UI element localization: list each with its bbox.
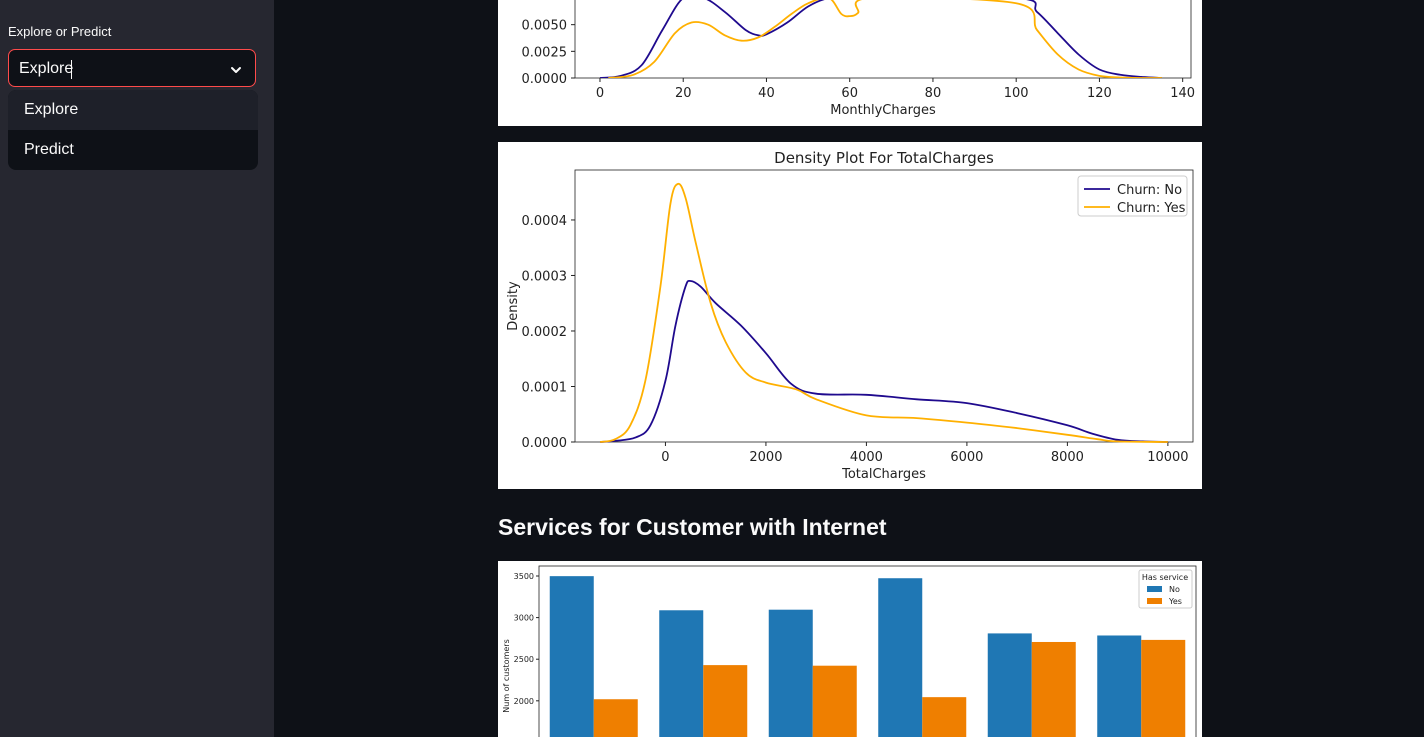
bar-yes xyxy=(1031,641,1076,737)
x-tick-label: 40 xyxy=(758,86,775,101)
y-axis-label: Density xyxy=(506,281,521,331)
totalcharges-chart-svg: Density Plot For TotalCharges 0.0000 0.000… xyxy=(506,149,1194,482)
legend-title: Has service xyxy=(1142,573,1188,582)
plot-frame xyxy=(574,169,1194,443)
sidebar: Explore or Predict Explore Explore Predi… xyxy=(0,0,274,737)
x-tick-label: 2000 xyxy=(749,450,782,465)
x-tick-label: 20 xyxy=(675,86,692,101)
monthlycharges-density-plot: 0.0000 0.0025 0.0050 0 20 40 60 80 100 120 140 Mont… xyxy=(498,0,1202,126)
y-tick-label: 0.0002 xyxy=(522,325,568,340)
chart-title: Density Plot For TotalCharges xyxy=(774,149,994,167)
monthlycharges-chart-svg: 0.0000 0.0025 0.0050 0 20 40 60 80 100 120 140 Mont… xyxy=(522,0,1195,118)
x-tick-label: 60 xyxy=(841,86,858,101)
legend-label: Churn: No xyxy=(1117,183,1182,198)
legend-label: Yes xyxy=(1168,597,1182,606)
mode-select-input[interactable]: Explore xyxy=(19,60,74,77)
bar-yes xyxy=(1141,639,1186,737)
legend-label: Churn: Yes xyxy=(1117,201,1186,216)
legend-label: No xyxy=(1169,585,1180,594)
bar-no xyxy=(1097,635,1142,737)
y-tick-label: 0.0025 xyxy=(522,45,568,60)
chevron-down-icon[interactable] xyxy=(229,62,243,81)
y-tick-label: 0.0003 xyxy=(522,269,568,284)
plot-frame xyxy=(538,565,1197,737)
plot-frame xyxy=(574,0,1192,79)
series-churn-yes-line xyxy=(608,0,1162,78)
series-churn-no-line xyxy=(599,0,1162,78)
x-tick-label: 10000 xyxy=(1147,450,1188,465)
text-cursor xyxy=(71,60,72,79)
section-heading: Services for Customer with Internet xyxy=(498,514,887,540)
totalcharges-density-plot: Density Plot For TotalCharges 0.0000 0.000… xyxy=(498,142,1202,489)
mode-select[interactable]: Explore xyxy=(8,49,256,87)
x-tick-label: 140 xyxy=(1170,86,1195,101)
bar-no xyxy=(987,633,1032,737)
bar-no xyxy=(549,576,594,737)
bar-no xyxy=(768,609,813,737)
bar-yes xyxy=(593,699,638,737)
series-churn-yes-line xyxy=(599,182,1168,443)
x-tick-label: 80 xyxy=(925,86,942,101)
services-bar-chart: 100015002000250030003500Num of customers… xyxy=(498,561,1202,737)
mode-select-label: Explore or Predict xyxy=(8,24,112,39)
x-axis-label: TotalCharges xyxy=(841,467,926,482)
x-tick-label: 0 xyxy=(596,86,604,101)
x-tick-label: 100 xyxy=(1004,86,1029,101)
series-churn-no-line xyxy=(600,279,1168,443)
y-tick-label: 0.0000 xyxy=(522,72,568,87)
x-tick-label: 0 xyxy=(661,450,669,465)
bar-no xyxy=(659,610,704,737)
y-tick-label: 0.0050 xyxy=(522,19,568,34)
x-axis-label: MonthlyCharges xyxy=(830,103,936,118)
x-tick-label: 120 xyxy=(1087,86,1112,101)
mode-dropdown-menu: Explore Predict xyxy=(8,90,258,170)
x-tick-label: 6000 xyxy=(950,450,983,465)
option-explore[interactable]: Explore xyxy=(8,90,258,130)
y-tick-label: 3500 xyxy=(514,572,534,581)
y-tick-label: 0.0001 xyxy=(522,380,568,395)
legend-box xyxy=(1077,175,1188,217)
x-tick-label: 4000 xyxy=(850,450,883,465)
y-tick-label: 3000 xyxy=(514,614,534,623)
x-tick-label: 8000 xyxy=(1051,450,1084,465)
y-axis-label: Num of customers xyxy=(502,639,511,712)
services-chart-svg: 100015002000250030003500Num of customers… xyxy=(502,565,1197,737)
y-tick-label: 2500 xyxy=(514,655,534,664)
y-tick-label: 0.0000 xyxy=(522,436,568,451)
y-tick-label: 2000 xyxy=(514,697,534,706)
bar-yes xyxy=(922,697,967,737)
bar-no xyxy=(878,578,923,737)
legend-swatch xyxy=(1147,586,1162,592)
bar-yes xyxy=(703,665,748,737)
option-predict[interactable]: Predict xyxy=(24,141,74,158)
legend-swatch xyxy=(1147,598,1162,604)
y-tick-label: 0.0004 xyxy=(522,214,568,229)
bar-yes xyxy=(812,665,857,737)
